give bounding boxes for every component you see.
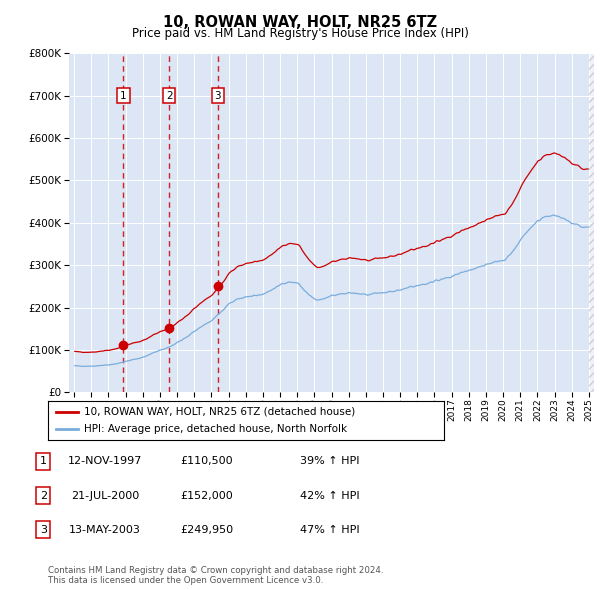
Text: 3: 3 — [214, 90, 221, 100]
Text: HPI: Average price, detached house, North Norfolk: HPI: Average price, detached house, Nort… — [83, 424, 347, 434]
Text: 42% ↑ HPI: 42% ↑ HPI — [300, 491, 359, 500]
Text: £110,500: £110,500 — [181, 457, 233, 466]
Text: £249,950: £249,950 — [181, 525, 233, 535]
Text: Price paid vs. HM Land Registry's House Price Index (HPI): Price paid vs. HM Land Registry's House … — [131, 27, 469, 40]
Text: 47% ↑ HPI: 47% ↑ HPI — [300, 525, 359, 535]
Text: 10, ROWAN WAY, HOLT, NR25 6TZ: 10, ROWAN WAY, HOLT, NR25 6TZ — [163, 15, 437, 30]
Text: 1: 1 — [120, 90, 127, 100]
Text: 2: 2 — [40, 491, 47, 500]
Text: 10, ROWAN WAY, HOLT, NR25 6TZ (detached house): 10, ROWAN WAY, HOLT, NR25 6TZ (detached … — [83, 407, 355, 417]
Text: 2: 2 — [166, 90, 173, 100]
Text: £152,000: £152,000 — [181, 491, 233, 500]
Text: 1: 1 — [40, 457, 47, 466]
Text: 21-JUL-2000: 21-JUL-2000 — [71, 491, 139, 500]
Text: 12-NOV-1997: 12-NOV-1997 — [68, 457, 142, 466]
Text: 39% ↑ HPI: 39% ↑ HPI — [300, 457, 359, 466]
Text: 3: 3 — [40, 525, 47, 535]
Text: Contains HM Land Registry data © Crown copyright and database right 2024.
This d: Contains HM Land Registry data © Crown c… — [48, 566, 383, 585]
Text: 13-MAY-2003: 13-MAY-2003 — [69, 525, 141, 535]
